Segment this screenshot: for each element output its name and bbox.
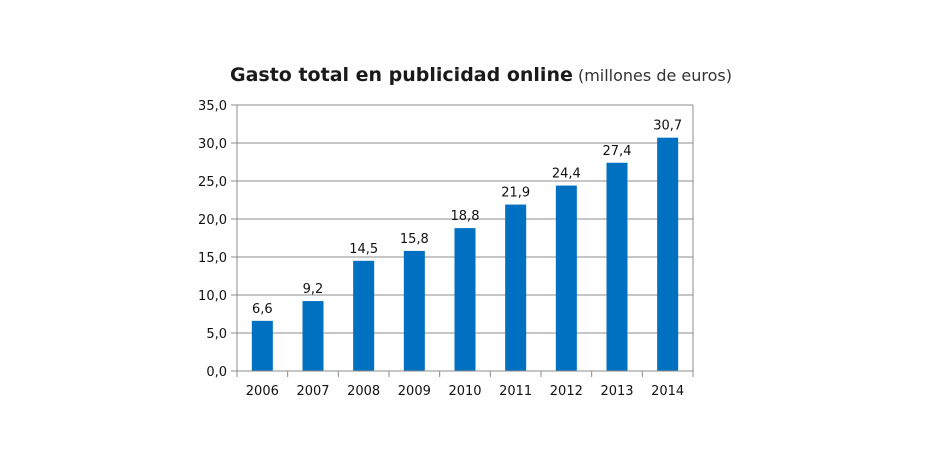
bar-2007 — [302, 301, 324, 371]
y-tick-label: 30,0 — [198, 137, 227, 152]
x-tick-label: 2014 — [651, 384, 684, 399]
bar-2012 — [555, 185, 577, 371]
y-tick-label: 35,0 — [198, 99, 227, 114]
x-tick-label: 2012 — [550, 384, 583, 399]
chart-title: Gasto total en publicidad online (millon… — [230, 64, 732, 86]
bar-2010 — [454, 228, 476, 371]
y-tick-label: 0,0 — [206, 365, 227, 380]
y-tick-label: 5,0 — [206, 327, 227, 342]
y-tick-label: 20,0 — [198, 213, 227, 228]
bar-2013 — [606, 162, 628, 371]
data-label: 18,8 — [451, 209, 480, 224]
data-label: 24,4 — [552, 167, 581, 182]
data-label: 9,2 — [303, 282, 324, 297]
y-tick-label: 10,0 — [198, 289, 227, 304]
data-label: 14,5 — [349, 242, 378, 257]
data-label: 30,7 — [653, 119, 682, 134]
bar-2011 — [505, 204, 527, 371]
x-tick-label: 2007 — [296, 384, 329, 399]
data-label: 15,8 — [400, 232, 429, 247]
data-label: 27,4 — [603, 144, 632, 159]
y-tick-label: 25,0 — [198, 175, 227, 190]
chart-title-main: Gasto total en publicidad online — [230, 64, 573, 86]
y-tick-label: 15,0 — [198, 251, 227, 266]
x-tick-label: 2011 — [499, 384, 532, 399]
x-tick-label: 2013 — [600, 384, 633, 399]
bar-2008 — [353, 260, 375, 371]
bar-2014 — [657, 137, 679, 371]
data-label: 6,6 — [252, 302, 273, 317]
x-tick-label: 2010 — [448, 384, 481, 399]
x-tick-label: 2008 — [347, 384, 380, 399]
x-tick-label: 2006 — [246, 384, 279, 399]
data-label: 21,9 — [501, 186, 530, 201]
bar-2009 — [403, 250, 425, 371]
bar-2006 — [251, 320, 273, 371]
chart-title-units: (millones de euros) — [577, 66, 732, 85]
x-tick-label: 2009 — [398, 384, 431, 399]
